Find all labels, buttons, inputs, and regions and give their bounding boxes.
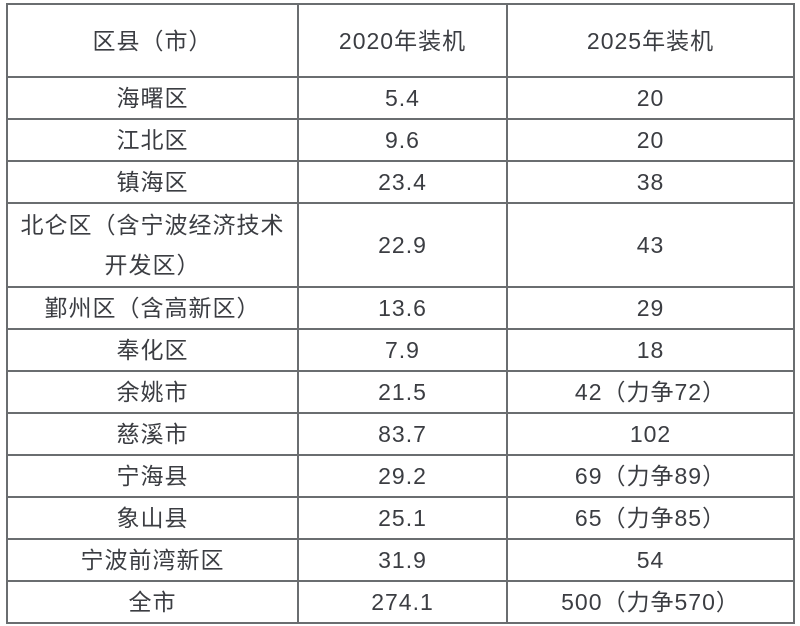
table-row: 慈溪市 83.7 102 [6,412,795,456]
value-2020-cell: 21.5 [297,370,508,414]
region-cell: 宁波前湾新区 [6,538,299,582]
region-cell: 全市 [6,580,299,624]
value-2025-cell: 29 [506,286,795,330]
col-header-region: 区县（市） [6,3,299,78]
table-row: 全市 274.1 500（力争570） [6,580,795,624]
header-row: 区县（市） 2020年装机 2025年装机 [6,3,795,78]
value-2020-cell: 9.6 [297,118,508,162]
col-header-2025: 2025年装机 [506,3,795,78]
value-2025-cell: 18 [506,328,795,372]
table-row: 北仑区（含宁波经济技术 开发区） 22.9 43 [6,202,795,288]
region-cell: 海曙区 [6,76,299,120]
region-cell: 鄞州区（含高新区） [6,286,299,330]
value-2025-cell: 69（力争89） [506,454,795,498]
region-cell: 奉化区 [6,328,299,372]
value-2025-cell: 43 [506,202,795,288]
value-2020-cell: 23.4 [297,160,508,204]
value-2025-cell: 42（力争72） [506,370,795,414]
table-row: 鄞州区（含高新区） 13.6 29 [6,286,795,330]
value-2020-cell: 274.1 [297,580,508,624]
value-2025-cell: 54 [506,538,795,582]
col-header-2020: 2020年装机 [297,3,508,78]
region-cell: 江北区 [6,118,299,162]
table-row: 宁海县 29.2 69（力争89） [6,454,795,498]
value-2025-cell: 65（力争85） [506,496,795,540]
value-2025-cell: 500（力争570） [506,580,795,624]
value-2020-cell: 83.7 [297,412,508,456]
table-row: 象山县 25.1 65（力争85） [6,496,795,540]
region-cell: 余姚市 [6,370,299,414]
value-2020-cell: 22.9 [297,202,508,288]
table-row: 江北区 9.6 20 [6,118,795,162]
value-2020-cell: 13.6 [297,286,508,330]
value-2025-cell: 102 [506,412,795,456]
value-2020-cell: 31.9 [297,538,508,582]
value-2020-cell: 29.2 [297,454,508,498]
region-cell: 慈溪市 [6,412,299,456]
table-row: 奉化区 7.9 18 [6,328,795,372]
value-2025-cell: 38 [506,160,795,204]
value-2020-cell: 7.9 [297,328,508,372]
table-row: 镇海区 23.4 38 [6,160,795,204]
table-row: 海曙区 5.4 20 [6,76,795,120]
table-row: 宁波前湾新区 31.9 54 [6,538,795,582]
value-2025-cell: 20 [506,76,795,120]
value-2025-cell: 20 [506,118,795,162]
region-cell: 镇海区 [6,160,299,204]
table-row: 余姚市 21.5 42（力争72） [6,370,795,414]
installed-capacity-table: 区县（市） 2020年装机 2025年装机 海曙区 5.4 20 江北区 9.6… [6,3,795,624]
region-cell: 象山县 [6,496,299,540]
region-cell: 宁海县 [6,454,299,498]
value-2020-cell: 25.1 [297,496,508,540]
region-cell: 北仑区（含宁波经济技术 开发区） [6,202,299,288]
value-2020-cell: 5.4 [297,76,508,120]
